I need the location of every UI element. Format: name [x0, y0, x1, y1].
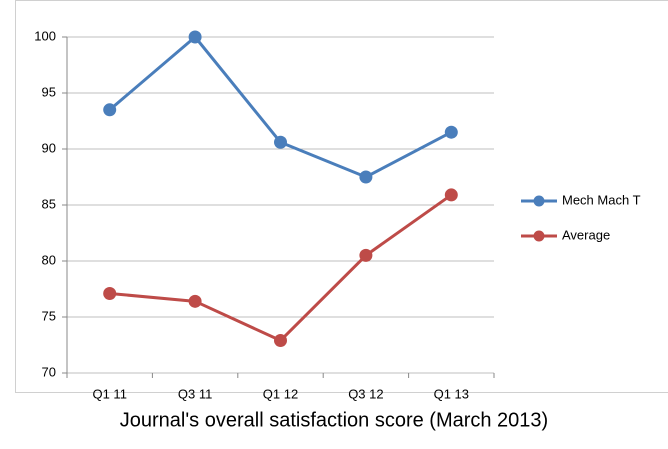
legend-label: Mech Mach T — [562, 192, 641, 207]
data-point — [444, 188, 458, 202]
data-point — [103, 286, 117, 300]
y-tick-label: 85 — [42, 196, 56, 211]
data-point — [103, 103, 117, 117]
y-tick-label: 95 — [42, 84, 56, 99]
legend-marker — [533, 195, 545, 207]
data-point — [274, 334, 287, 348]
x-tick-label: Q1 11 — [92, 386, 126, 401]
x-tick-label: Q1 12 — [263, 386, 298, 401]
data-point — [359, 170, 373, 184]
y-tick-label: 100 — [34, 28, 56, 43]
data-point — [274, 135, 287, 149]
y-tick-label: 70 — [42, 364, 56, 379]
y-tick-label: 75 — [42, 308, 56, 323]
chart-title: Journal's overall satisfaction score (Ma… — [120, 409, 548, 431]
data-point — [359, 248, 373, 262]
legend-marker — [533, 230, 545, 242]
y-tick-label: 80 — [42, 252, 56, 267]
data-point — [444, 125, 458, 139]
x-tick-label: Q1 13 — [434, 386, 469, 401]
data-point — [188, 30, 202, 44]
chart-frame — [15, 0, 668, 393]
y-tick-label: 90 — [42, 140, 56, 155]
legend-label: Average — [562, 227, 610, 242]
data-point — [188, 294, 202, 308]
x-tick-label: Q3 12 — [348, 386, 383, 401]
x-tick-label: Q3 11 — [178, 386, 212, 401]
